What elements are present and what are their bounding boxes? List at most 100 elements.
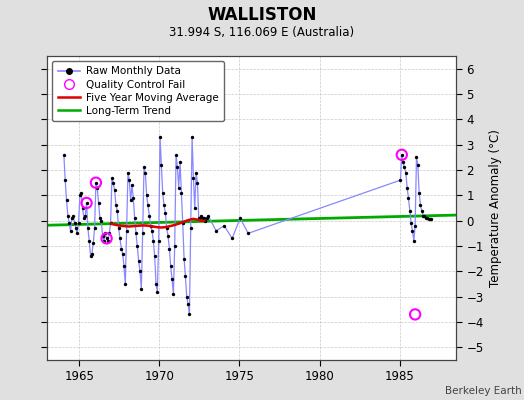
Point	[92, 180, 100, 186]
Point	[396, 177, 405, 183]
Point	[170, 243, 179, 249]
Point	[196, 215, 204, 221]
Point	[82, 200, 91, 206]
Point	[118, 250, 127, 257]
Point	[86, 253, 95, 259]
Point	[176, 159, 184, 166]
Point	[125, 177, 134, 183]
Point	[228, 235, 236, 242]
Point	[169, 291, 178, 297]
Point	[220, 222, 228, 229]
Point	[400, 164, 409, 171]
Point	[93, 184, 102, 191]
Point	[88, 250, 96, 257]
Point	[72, 225, 80, 232]
Point	[200, 215, 209, 221]
Point	[424, 216, 433, 222]
Point	[174, 184, 183, 191]
Point	[65, 220, 73, 226]
Point	[193, 180, 202, 186]
Point	[197, 212, 205, 219]
Point	[408, 228, 417, 234]
Point	[136, 268, 144, 274]
Point	[152, 281, 160, 287]
Point	[149, 238, 158, 244]
Point	[117, 245, 125, 252]
Point	[180, 256, 188, 262]
Point	[133, 243, 141, 249]
Point	[132, 230, 140, 236]
Point	[187, 225, 195, 232]
Point	[199, 215, 207, 221]
Point	[116, 235, 124, 242]
Point	[189, 174, 198, 181]
Point	[84, 225, 92, 232]
Point	[153, 288, 161, 295]
Point	[156, 134, 164, 140]
Point	[177, 190, 185, 196]
Point	[411, 311, 419, 318]
Point	[137, 286, 146, 292]
Point	[162, 225, 171, 232]
Point	[204, 212, 212, 219]
Point	[109, 180, 117, 186]
Point	[168, 276, 176, 282]
Point	[112, 202, 120, 209]
Point	[75, 192, 84, 198]
Point	[427, 216, 435, 222]
Point	[96, 215, 104, 221]
Point	[405, 195, 413, 201]
Point	[418, 207, 426, 214]
Point	[399, 159, 407, 166]
Point	[77, 190, 85, 196]
Point	[108, 174, 116, 181]
Point	[398, 152, 406, 158]
Point	[94, 200, 103, 206]
Point	[80, 215, 88, 221]
Point	[422, 215, 430, 221]
Point	[203, 215, 211, 221]
Point	[201, 218, 210, 224]
Point	[419, 212, 428, 219]
Point	[164, 233, 172, 239]
Point	[157, 162, 166, 168]
Point	[99, 233, 107, 239]
Point	[155, 238, 163, 244]
Point	[121, 281, 129, 287]
Point	[64, 212, 72, 219]
Point	[407, 220, 416, 226]
Point	[192, 169, 200, 176]
Point	[104, 238, 112, 244]
Point	[92, 180, 100, 186]
Point	[145, 212, 154, 219]
Point	[140, 164, 148, 171]
Point	[181, 273, 190, 280]
Point	[194, 215, 203, 221]
Point	[138, 230, 147, 236]
Point	[179, 220, 187, 226]
Point	[160, 202, 168, 209]
Point	[79, 205, 87, 211]
Point	[141, 169, 149, 176]
Text: Berkeley Earth: Berkeley Earth	[445, 386, 521, 396]
Text: 31.994 S, 116.069 E (Australia): 31.994 S, 116.069 E (Australia)	[169, 26, 355, 39]
Point	[188, 134, 196, 140]
Point	[147, 222, 155, 229]
Point	[129, 195, 137, 201]
Point	[158, 190, 167, 196]
Point	[105, 230, 114, 236]
Point	[143, 192, 151, 198]
Point	[70, 220, 79, 226]
Point	[416, 202, 424, 209]
Point	[212, 228, 220, 234]
Point	[167, 263, 175, 270]
Point	[82, 200, 91, 206]
Point	[69, 212, 78, 219]
Point	[401, 169, 410, 176]
Point	[106, 220, 115, 226]
Point	[398, 152, 406, 158]
Point	[73, 230, 81, 236]
Y-axis label: Temperature Anomaly (°C): Temperature Anomaly (°C)	[489, 129, 502, 287]
Point	[120, 263, 128, 270]
Point	[102, 235, 111, 242]
